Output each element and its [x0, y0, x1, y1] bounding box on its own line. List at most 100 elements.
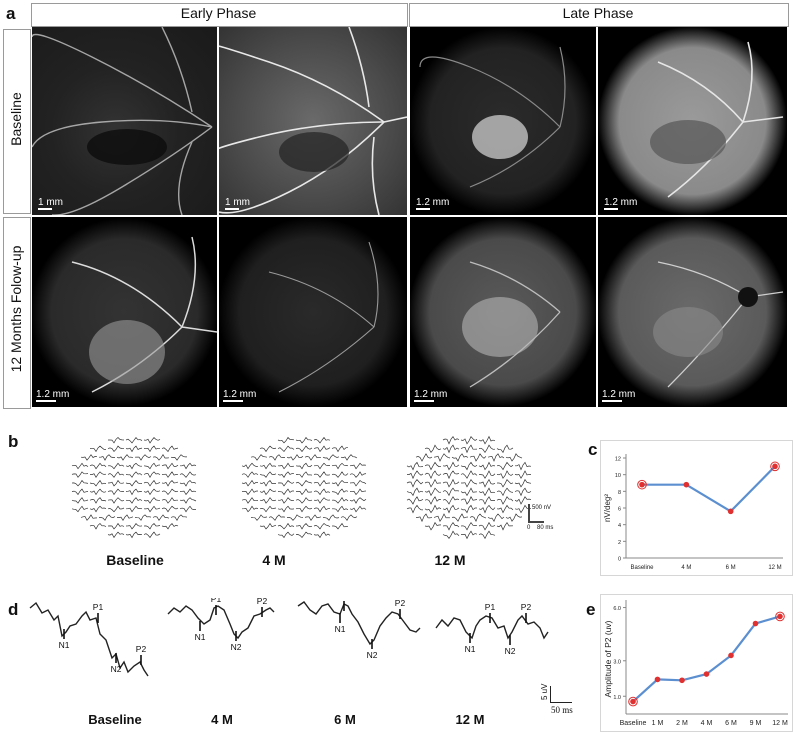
y-tick-label: 12	[615, 457, 621, 463]
data-point-ring	[770, 461, 780, 472]
angiogram-early-baseline-1: 1 mm	[32, 27, 217, 215]
mferg-trace-row	[71, 497, 197, 504]
vep-waveform	[29, 601, 149, 677]
mferg-trace-row	[71, 505, 197, 513]
mferg-trace-row	[89, 445, 179, 453]
mferg-trace-row	[277, 531, 331, 539]
mferg-trace-row	[406, 496, 532, 505]
mferg-scale-vertical	[528, 504, 530, 522]
mferg-trace-row	[250, 514, 358, 521]
mferg-trace-row	[241, 479, 367, 487]
data-point	[703, 671, 710, 677]
mferg-trace-row	[71, 488, 197, 496]
peak-label: N1	[465, 644, 476, 654]
series-line	[632, 615, 781, 703]
peak-label: N2	[367, 650, 378, 660]
mferg-trace-row	[442, 435, 496, 445]
vep-label-baseline: Baseline	[88, 712, 142, 727]
mferg-trace-row	[241, 471, 367, 478]
mferg-trace-row	[108, 436, 161, 444]
baseline-row-label: Baseline	[8, 92, 24, 146]
mferg-trace-row	[406, 487, 532, 497]
y-axis-title: nV/deg²	[603, 494, 612, 522]
peak-label: P2	[136, 644, 147, 654]
scale-bar: 1.2 mm	[414, 389, 448, 402]
panel-label-a: a	[6, 4, 16, 23]
y-tick-label: 2	[618, 540, 621, 546]
data-point	[728, 652, 734, 659]
mferg-trace-row	[80, 514, 188, 521]
x-tick-label: 9 M	[750, 720, 762, 727]
x-tick-label: 12 M	[772, 720, 788, 727]
scale-bar: 1.2 mm	[416, 197, 450, 210]
mferg-trace-row	[415, 453, 523, 462]
mferg-trace-row	[259, 445, 348, 453]
mferg-trace-row	[241, 462, 367, 470]
panel-label-e: e	[586, 600, 596, 619]
mferg-trace-row	[241, 488, 367, 496]
vessel-drawing	[219, 27, 407, 215]
y-tick-label: 8	[618, 490, 621, 496]
data-point	[679, 677, 685, 684]
mferg-scale-zero: 0	[527, 525, 531, 531]
vessel-drawing	[71, 236, 217, 393]
angiogram-late-followup-2: 1.2 mm	[598, 217, 787, 407]
mferg-trace-row	[241, 497, 367, 504]
late-phase-header-box	[409, 3, 789, 27]
mferg-trace-row	[406, 504, 532, 514]
data-point	[654, 676, 661, 683]
vessel-drawing	[462, 261, 561, 388]
mferg-trace-row	[406, 478, 532, 488]
data-point-ring	[775, 611, 785, 622]
x-tick-label: 1 M	[652, 720, 664, 727]
y-tick-label: 0	[618, 557, 621, 563]
scale-bar: 1.2 mm	[604, 197, 638, 210]
series-line	[642, 465, 776, 513]
vessel-drawing	[32, 27, 213, 215]
followup-row-box	[3, 217, 31, 409]
mferg-trace-row	[277, 436, 331, 444]
mferg-scale-horizontal	[528, 521, 544, 523]
peak-label: P2	[257, 598, 268, 606]
angiogram-late-followup-1: 1.2 mm	[410, 217, 596, 407]
y-tick-label: 6.0	[613, 606, 621, 612]
y-tick-label: 6	[618, 507, 621, 513]
mferg-trace-row	[250, 454, 358, 461]
vep-waveform	[435, 614, 549, 640]
data-point	[777, 613, 783, 620]
mferg-scale-time: 80 ms	[537, 525, 554, 531]
y-tick-label: 3.0	[613, 659, 621, 665]
vep-traces: N1 P1 N2 P2 N1 P1 N2 P2 N1 P1 N2 P2 N1 P1 N2 P2	[29, 598, 549, 677]
y-tick-label: 4	[618, 523, 621, 529]
followup-row-label: 12 Months Folow-up	[8, 245, 24, 373]
x-tick-label: 12 M	[768, 565, 781, 571]
x-tick-label: 4 M	[681, 565, 691, 571]
mferg-trace-row	[406, 461, 532, 471]
x-tick-label: Baseline	[630, 565, 654, 571]
x-tick-label: 6 M	[726, 565, 736, 571]
vep-scale-vertical	[550, 686, 551, 702]
vep-scale-amplitude: 5 uV	[540, 683, 549, 700]
x-tick-label: 2 M	[676, 720, 688, 727]
mferg-trace-row	[424, 444, 514, 454]
mferg-trace-row	[71, 462, 197, 470]
peak-label: N2	[111, 664, 122, 674]
angiogram-early-baseline-2: 1 mm	[219, 27, 407, 215]
scale-bar: 1 mm	[225, 197, 250, 210]
scale-bar: 1.2 mm	[602, 389, 636, 402]
vessel-drawing	[653, 261, 784, 388]
vessel-drawing	[268, 241, 379, 393]
peak-label: P1	[211, 598, 222, 604]
vep-label-12m: 12 M	[455, 712, 485, 727]
panel-label-b: b	[8, 432, 19, 451]
angiogram-late-baseline-2: 1.2 mm	[598, 27, 787, 215]
peak-label: P2	[521, 602, 532, 612]
data-point	[683, 481, 690, 488]
y-axis-title: Amplitude of P2 (uv)	[603, 620, 613, 697]
peak-label: N1	[195, 632, 206, 642]
baseline-row-box	[3, 29, 31, 214]
mferg-trace-row	[107, 531, 161, 539]
late-phase-header: Late Phase	[562, 5, 634, 21]
scale-bar: 1.2 mm	[36, 389, 70, 402]
x-tick-label: 6 M	[725, 720, 737, 727]
